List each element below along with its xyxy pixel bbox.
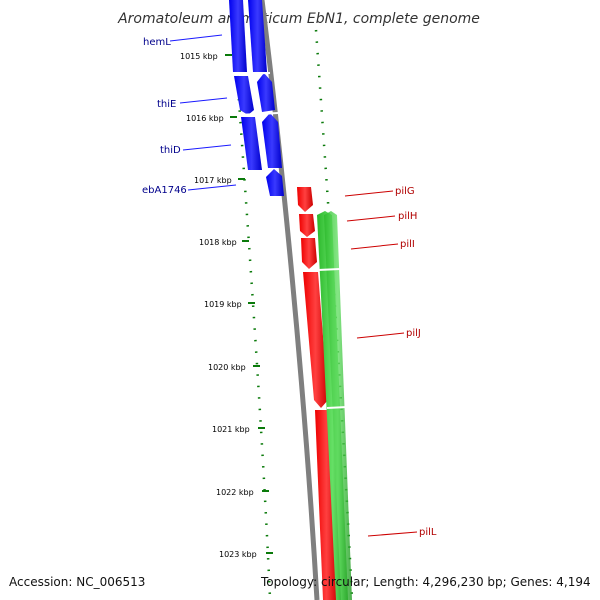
tick-label: 1018 kbp [199,238,237,247]
gene-label-thiE: thiE [157,99,176,110]
genome-backbone [259,0,320,600]
reverse-gene-track [297,187,338,600]
label-leader-line [367,531,418,537]
gene-label-ebA1746: ebA1746 [142,185,187,196]
gene-gap-line [326,406,348,409]
gene-thiE-arrow [257,73,275,112]
gene-hemL-feature [229,0,247,72]
tick-label: 1019 kbp [204,300,242,309]
label-leader-line [187,184,237,191]
label-leader-line [344,190,394,197]
tick-label: 1021 kbp [212,425,250,434]
gene-pilJ-feature [303,272,328,408]
gene-hemL-partner [248,0,267,72]
gene-pilH-feature [299,214,315,237]
tick-label: 1016 kbp [186,114,224,123]
tick-mark-group: 1015 kbp 1016 kbp 1017 kbp 1018 kbp 1019… [180,52,273,559]
topology-text: Topology: circular; Length: 4,296,230 bp… [260,575,591,589]
forward-gene-labels: hemL thiE thiD ebA1746 [142,34,237,196]
label-leader-line [350,243,399,250]
tick-label: 1017 kbp [194,176,232,185]
gene-label-pilI: pilI [400,239,415,250]
gene-ebA1746-feature [266,169,284,196]
label-leader-line [182,144,232,151]
gene-label-pilG: pilG [395,186,415,197]
gene-pilL-feature [315,410,338,600]
label-leader-line [356,332,405,339]
gene-thiD-arrow [262,113,282,168]
label-leader-line [169,34,223,42]
tick-label: 1015 kbp [180,52,218,61]
gene-thiE-feature [234,76,254,115]
gene-label-pilJ: pilJ [406,328,421,339]
map-title: Aromatoleum aromaticum EbN1, complete ge… [117,11,480,27]
gene-pilG-feature [297,187,313,212]
gene-label-pilH: pilH [398,211,417,222]
gene-pilI-feature [301,238,317,269]
gene-label-hemL: hemL [143,37,171,48]
gene-label-pilL: pilL [419,527,437,538]
tick-label: 1022 kbp [216,488,254,497]
other-gene-track [317,211,352,600]
tick-label: 1023 kbp [219,550,257,559]
gene-gap-line [317,268,341,271]
forward-gene-track [229,0,284,196]
gene-thiD-feature [241,117,262,170]
gene-label-thiD: thiD [160,145,181,156]
label-leader-line [346,215,396,222]
reverse-gene-labels: pilG pilH pilI pilJ pilL [344,186,437,538]
gene-gap-line [231,72,271,75]
tick-label: 1020 kbp [208,363,246,372]
gene-pilI-partner [324,211,352,600]
accession-text: Accession: NC_006513 [9,575,145,589]
label-leader-line [179,97,228,104]
gene-gap-line [237,112,279,116]
